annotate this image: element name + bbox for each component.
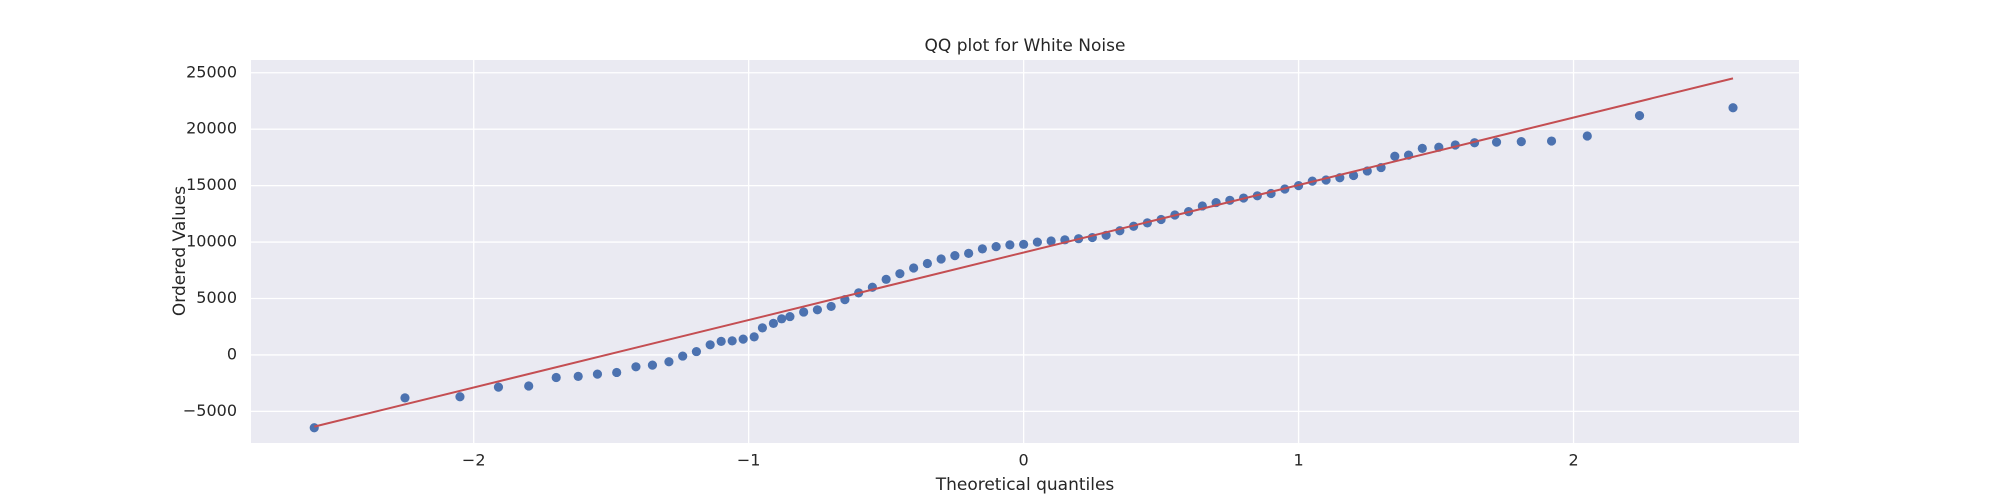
point xyxy=(1046,236,1056,246)
point xyxy=(551,372,561,383)
point xyxy=(1582,131,1592,141)
point xyxy=(991,241,1001,252)
point xyxy=(1005,240,1015,250)
x-tick-label: 1 xyxy=(1293,451,1303,470)
x-axis-label: Theoretical quantiles xyxy=(935,475,1115,495)
point xyxy=(592,369,603,379)
point xyxy=(785,311,795,322)
point xyxy=(1417,143,1427,153)
point xyxy=(1019,239,1029,249)
point xyxy=(1491,137,1502,147)
y-tick-label: 15000 xyxy=(186,175,237,194)
x-tick-label: −2 xyxy=(462,451,486,470)
point xyxy=(895,269,905,279)
point xyxy=(678,351,688,361)
point xyxy=(727,336,737,346)
point xyxy=(964,248,974,258)
point xyxy=(400,393,410,403)
point xyxy=(524,381,534,391)
point xyxy=(612,367,622,378)
point xyxy=(716,336,726,347)
y-tick-label: 25000 xyxy=(186,62,237,81)
fit-line xyxy=(314,77,1734,428)
point xyxy=(1516,137,1526,147)
point xyxy=(950,251,960,261)
y-axis-label: Ordered Values xyxy=(170,186,190,316)
point xyxy=(691,346,702,357)
point xyxy=(799,307,809,317)
point xyxy=(977,244,987,254)
point xyxy=(455,392,465,402)
point xyxy=(909,263,919,273)
point xyxy=(1546,136,1557,146)
x-tick-label: −1 xyxy=(737,451,761,470)
point xyxy=(664,357,674,367)
point xyxy=(812,305,823,315)
y-tick-label: −5000 xyxy=(183,401,237,420)
x-tick-label: 0 xyxy=(1019,451,1029,470)
point xyxy=(777,314,787,324)
y-tick-label: 0 xyxy=(227,344,237,363)
point xyxy=(1728,103,1738,113)
point xyxy=(881,274,891,284)
point xyxy=(1032,237,1042,247)
y-tick-label: 10000 xyxy=(186,232,237,251)
point xyxy=(647,360,658,370)
point xyxy=(705,340,715,350)
point xyxy=(1348,170,1359,181)
y-tick-label: 5000 xyxy=(196,288,237,307)
x-tick-label: 2 xyxy=(1568,451,1578,470)
point xyxy=(631,362,641,372)
point xyxy=(493,382,504,392)
chart-title: QQ plot for White Noise xyxy=(925,36,1126,56)
point xyxy=(738,334,748,344)
point xyxy=(749,332,759,342)
point xyxy=(768,318,779,328)
point xyxy=(826,301,836,312)
point xyxy=(309,423,319,433)
point xyxy=(922,258,932,269)
point xyxy=(573,371,583,382)
point xyxy=(757,323,768,333)
y-tick-label: 20000 xyxy=(186,119,237,138)
point xyxy=(1390,151,1400,161)
point xyxy=(936,254,946,264)
point xyxy=(1634,111,1645,121)
